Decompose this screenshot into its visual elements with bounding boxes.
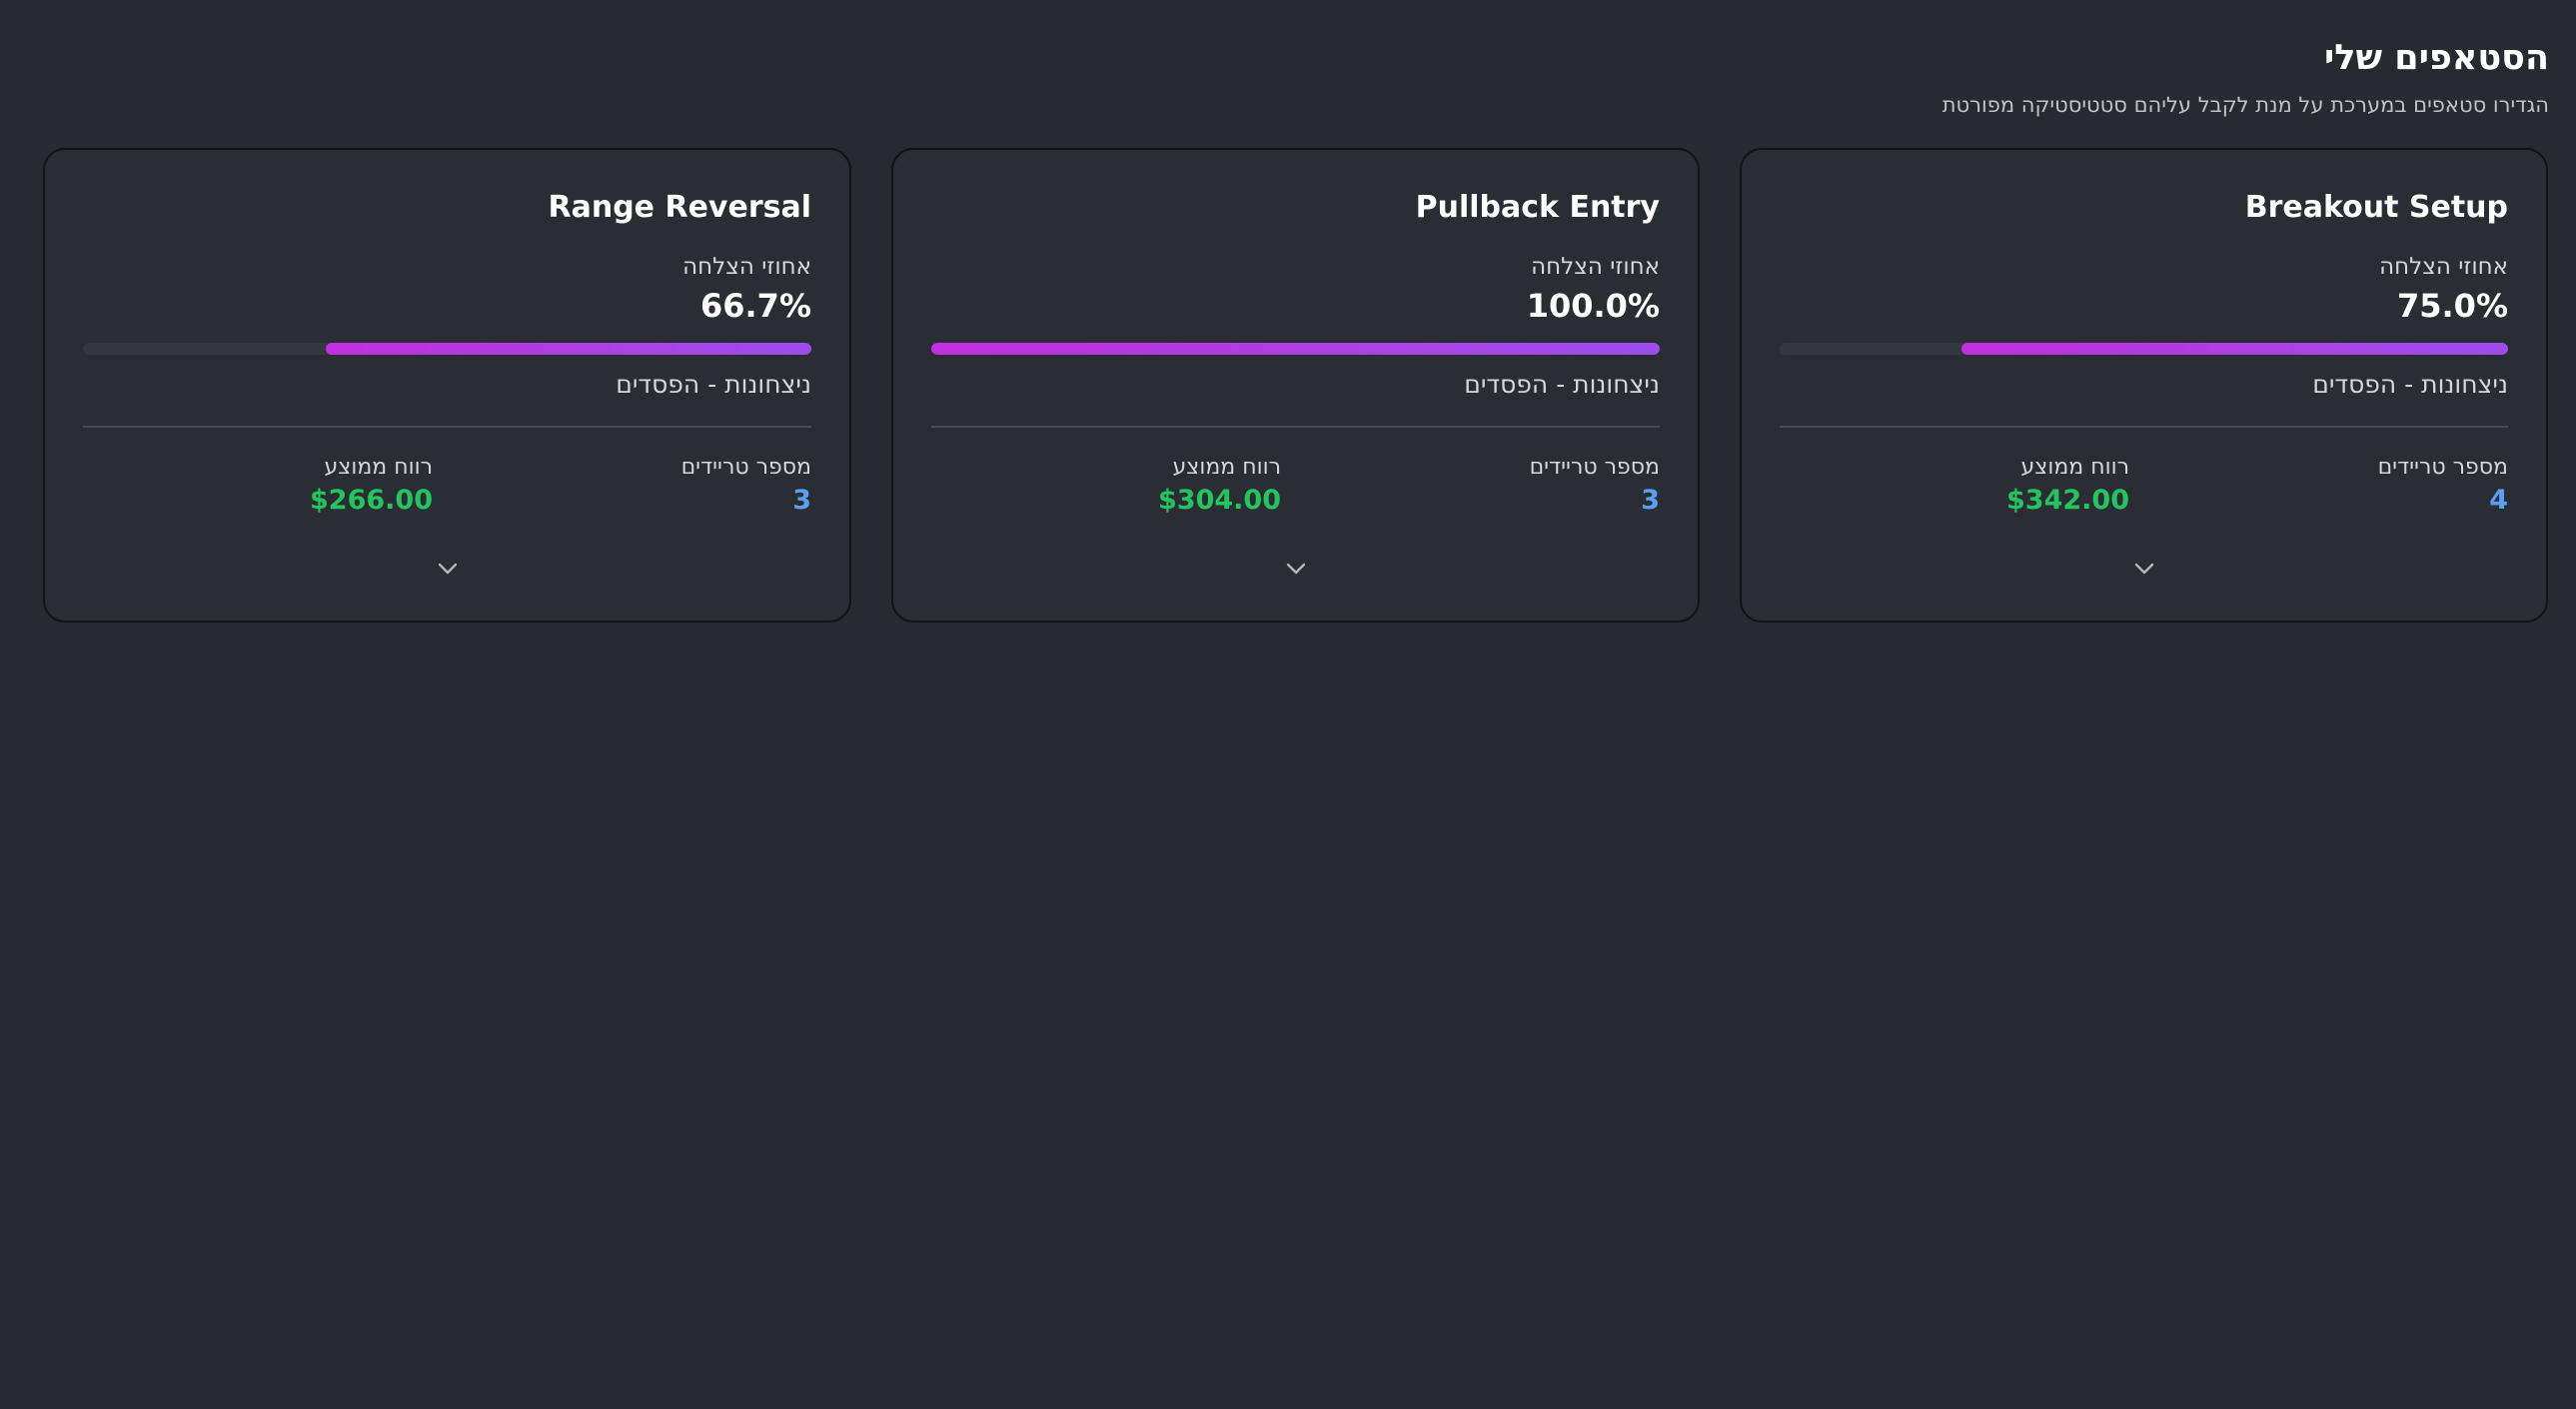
setup-title: Pullback Entry — [1415, 190, 1660, 225]
page-title: הסטאפים שלי — [2324, 38, 2549, 78]
setup-card-breakout[interactable]: Breakout Setup אחוזי הצלחה 75.0% ניצחונו… — [1740, 148, 2548, 623]
success-rate-label: אחוזי הצלחה — [2379, 254, 2508, 280]
trades-count-label: מספר טריידים — [680, 455, 811, 480]
trades-count-stat: מספר טריידים 3 — [681, 453, 811, 519]
card-divider — [83, 426, 811, 428]
wins-losses-label: ניצחונות - הפסדים — [616, 370, 811, 399]
avg-profit-value: $266.00 — [310, 485, 433, 516]
avg-profit-label: רווח ממוצע — [2020, 455, 2129, 480]
success-rate-label: אחוזי הצלחה — [682, 254, 811, 280]
expand-button[interactable] — [2124, 554, 2164, 584]
setup-card-range-reversal[interactable]: Range Reversal אחוזי הצלחה 66.7% ניצחונו… — [43, 148, 851, 623]
setup-title: Breakout Setup — [2244, 190, 2508, 225]
trades-count-label: מספר טריידים — [2377, 455, 2508, 480]
success-progress-fill — [1961, 343, 2508, 355]
success-rate-label: אחוזי הצלחה — [1531, 254, 1660, 280]
trades-count-value: 3 — [1641, 485, 1660, 516]
avg-profit-stat: רווח ממוצע $304.00 — [1158, 453, 1281, 519]
trades-count-value: 4 — [2489, 485, 2508, 516]
success-progress-fill — [931, 343, 1660, 355]
page-subtitle: הגדירו סטאפים במערכת על מנת לקבל עליהם ס… — [1941, 93, 2549, 117]
expand-button[interactable] — [428, 554, 468, 584]
avg-profit-stat: רווח ממוצע $266.00 — [310, 453, 433, 519]
chevron-down-icon — [1286, 563, 1305, 575]
trades-count-stat: מספר טריידים 3 — [1530, 453, 1660, 519]
avg-profit-label: רווח ממוצע — [324, 455, 433, 480]
card-divider — [1780, 426, 2508, 428]
chevron-down-icon — [438, 563, 457, 575]
success-progress-bar — [83, 343, 811, 355]
success-rate-value: 100.0% — [1526, 287, 1660, 325]
avg-profit-stat: רווח ממוצע $342.00 — [2006, 453, 2129, 519]
avg-profit-value: $304.00 — [1158, 485, 1281, 516]
chevron-down-icon — [2134, 563, 2153, 575]
avg-profit-label: רווח ממוצע — [1172, 455, 1281, 480]
trades-count-value: 3 — [792, 485, 811, 516]
setup-card-pullback[interactable]: Pullback Entry אחוזי הצלחה 100.0% ניצחונ… — [891, 148, 1700, 623]
success-progress-bar — [1780, 343, 2508, 355]
trades-count-label: מספר טריידים — [1529, 455, 1660, 480]
trades-count-stat: מספר טריידים 4 — [2378, 453, 2508, 519]
wins-losses-label: ניצחונות - הפסדים — [2312, 370, 2508, 399]
wins-losses-label: ניצחונות - הפסדים — [1464, 370, 1660, 399]
success-progress-fill — [325, 343, 811, 355]
expand-button[interactable] — [1276, 554, 1316, 584]
success-rate-value: 66.7% — [699, 287, 811, 325]
card-divider — [931, 426, 1660, 428]
setups-grid: Breakout Setup אחוזי הצלחה 75.0% ניצחונו… — [38, 148, 2548, 623]
avg-profit-value: $342.00 — [2006, 485, 2129, 516]
page-header: הסטאפים שלי הגדירו סטאפים במערכת על מנת … — [1942, 34, 2549, 120]
setup-title: Range Reversal — [548, 190, 812, 225]
success-progress-bar — [931, 343, 1660, 355]
success-rate-value: 75.0% — [2396, 287, 2508, 325]
